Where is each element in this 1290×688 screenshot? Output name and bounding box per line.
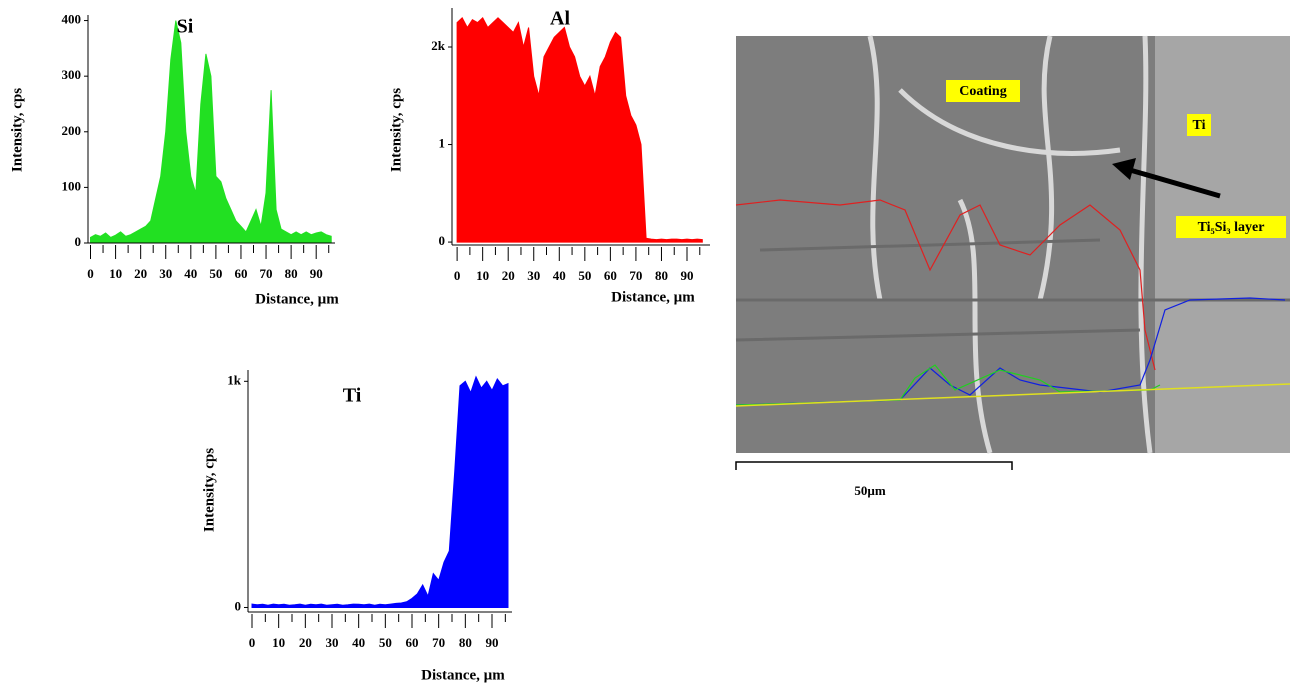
x-tick-label: 50 bbox=[379, 635, 392, 650]
scale-bar bbox=[735, 461, 1013, 470]
x-tick-label: 20 bbox=[134, 266, 147, 281]
x-tick-label: 0 bbox=[249, 635, 256, 650]
x-tick-label: 60 bbox=[604, 268, 617, 283]
scale-bar-label: 50µm bbox=[854, 483, 885, 498]
chart-title: Si bbox=[177, 16, 194, 38]
x-tick-label: 30 bbox=[159, 266, 172, 281]
y-tick-label: 0 bbox=[439, 233, 446, 248]
sem-al-trace bbox=[735, 199, 1156, 371]
x-tick-label: 70 bbox=[432, 635, 445, 650]
sem-ti-trace bbox=[735, 297, 1286, 406]
x-tick-label: 60 bbox=[234, 266, 247, 281]
x-tick-label: 30 bbox=[326, 635, 339, 650]
y-tick-label: 1k bbox=[227, 372, 242, 387]
x-tick-label: 40 bbox=[352, 635, 365, 650]
x-tick-label: 70 bbox=[260, 266, 273, 281]
sem-texture bbox=[867, 35, 1153, 454]
label-bg bbox=[1187, 114, 1211, 136]
chart-title: Ti bbox=[343, 385, 362, 407]
x-tick-label: 10 bbox=[476, 268, 489, 283]
x-axis-label: Distance, µm bbox=[255, 291, 339, 307]
y-tick-label: 0 bbox=[235, 598, 242, 613]
area bbox=[456, 16, 703, 243]
x-tick-label: 90 bbox=[310, 266, 323, 281]
y-tick-label: 2k bbox=[431, 38, 446, 53]
area bbox=[89, 20, 332, 244]
x-tick-label: 90 bbox=[681, 268, 694, 283]
x-tick-label: 20 bbox=[299, 635, 312, 650]
x-tick-label: 80 bbox=[655, 268, 668, 283]
x-tick-label: 70 bbox=[629, 268, 642, 283]
arrow-shaft bbox=[1129, 167, 1221, 199]
x-axis-label: Distance, µm bbox=[611, 289, 695, 305]
sem-image: Coating Ti Ti₅Si₃ layer 50µm bbox=[735, 35, 1290, 498]
x-tick-label: 10 bbox=[109, 266, 122, 281]
y-tick-label: 100 bbox=[62, 178, 82, 193]
x-tick-label: 80 bbox=[285, 266, 298, 281]
x-tick-label: 40 bbox=[184, 266, 197, 281]
x-tick-label: 0 bbox=[454, 268, 461, 283]
x-axis-label: Distance, µm bbox=[421, 667, 505, 683]
x-tick-label: 20 bbox=[502, 268, 515, 283]
y-tick-label: 200 bbox=[62, 123, 82, 138]
x-tick-label: 40 bbox=[553, 268, 566, 283]
x-tick-label: 10 bbox=[272, 635, 285, 650]
x-tick-label: 30 bbox=[527, 268, 540, 283]
sem-scan-line bbox=[735, 383, 1290, 407]
y-axis-label: Intensity, cps bbox=[388, 88, 404, 172]
y-tick-label: 400 bbox=[62, 12, 82, 27]
y-tick-label: 0 bbox=[75, 234, 82, 249]
y-axis-label: Intensity, cps bbox=[9, 88, 25, 172]
y-axis-label: Intensity, cps bbox=[201, 448, 217, 532]
area bbox=[251, 375, 509, 608]
x-tick-label: 0 bbox=[87, 266, 94, 281]
layer-label: Ti₅Si₃ layer bbox=[1198, 220, 1265, 235]
arrow-head bbox=[1112, 158, 1136, 180]
ti-region bbox=[1155, 36, 1290, 453]
x-tick-label: 80 bbox=[459, 635, 472, 650]
chart-title: Al bbox=[550, 8, 570, 30]
coating-label: Coating bbox=[959, 84, 1006, 99]
y-tick-label: 1 bbox=[439, 136, 446, 151]
y-tick-label: 300 bbox=[62, 67, 82, 82]
x-tick-label: 50 bbox=[209, 266, 222, 281]
x-tick-label: 90 bbox=[486, 635, 499, 650]
x-tick-label: 50 bbox=[578, 268, 591, 283]
x-tick-label: 60 bbox=[406, 635, 419, 650]
label-bg bbox=[946, 80, 1020, 102]
label-bg bbox=[1176, 216, 1286, 238]
ti-label: Ti bbox=[1193, 118, 1206, 133]
